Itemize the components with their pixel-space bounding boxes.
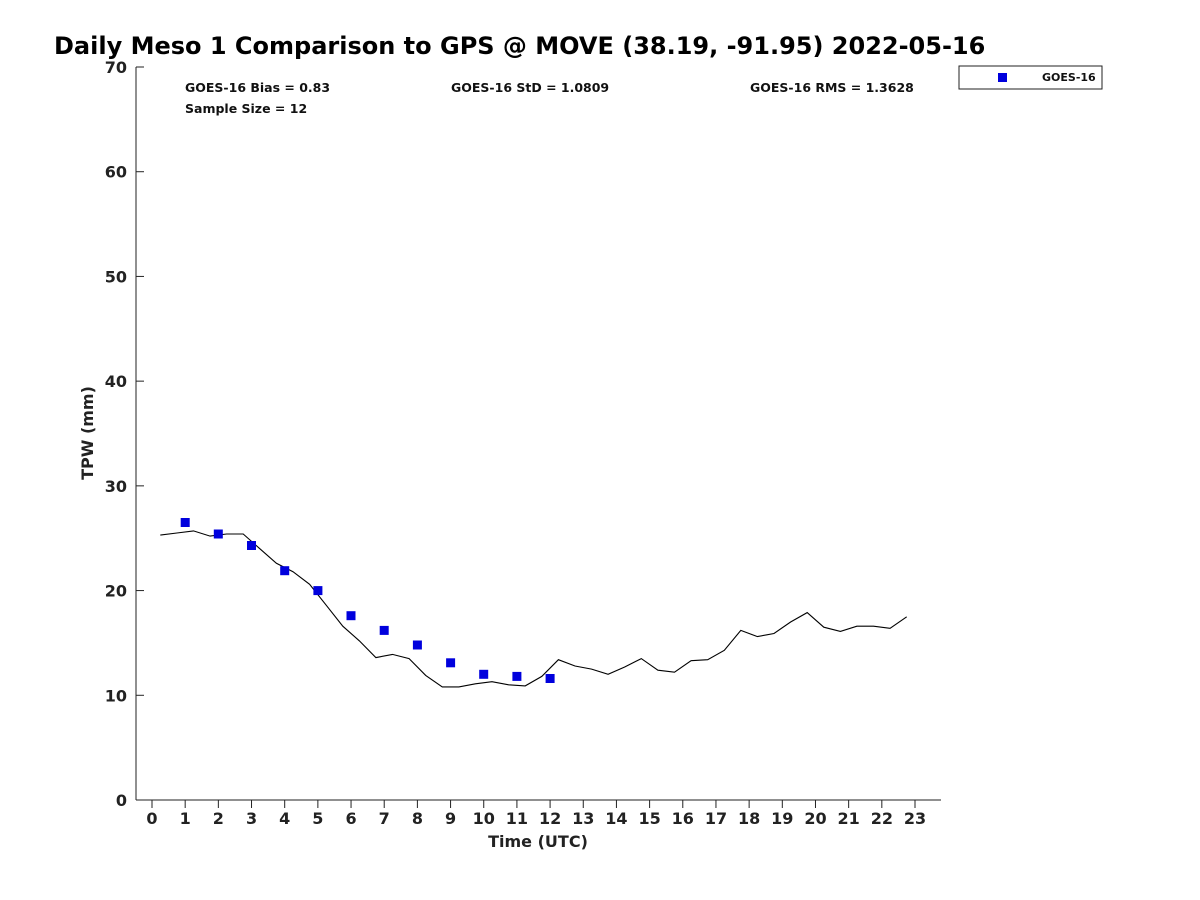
- x-tick-label: 14: [605, 809, 627, 828]
- goes16-point: [512, 671, 522, 681]
- goes16-point: [247, 541, 256, 550]
- goes16-point: [379, 625, 389, 635]
- x-tick-label: 3: [246, 809, 257, 828]
- axes: [135, 67, 941, 801]
- goes16-point: [412, 640, 422, 650]
- x-tick-label: 15: [638, 809, 660, 828]
- stat-bias: GOES-16 Bias = 0.83: [185, 80, 330, 95]
- stat-rms: GOES-16 RMS = 1.3628: [750, 80, 914, 95]
- x-tick-label: 11: [506, 809, 528, 828]
- y-tick-label: 30: [105, 477, 127, 496]
- x-ticks: 0 1 2 3 4 5 6 7 8 9 10 11 12 13 14 15 16 17 18 19 20 21 22 23: [146, 800, 926, 828]
- x-tick-label: 5: [312, 809, 323, 828]
- y-tick-label: 60: [105, 163, 127, 182]
- x-tick-label: 18: [738, 809, 760, 828]
- goes16-point: [545, 674, 555, 683]
- y-tick-label: 10: [105, 686, 127, 705]
- stats-annotations: GOES-16 Bias = 0.83 Sample Size = 12 GOE…: [185, 80, 914, 116]
- goes16-point: [313, 586, 323, 596]
- y-axis-label: TPW (mm): [78, 386, 97, 480]
- x-tick-label: 19: [771, 809, 793, 828]
- y-ticks: 0 10 20 30 40 50 60 70: [105, 58, 144, 810]
- goes16-point: [213, 529, 223, 539]
- legend: GOES-16: [958, 65, 1103, 90]
- x-tick-label: 4: [279, 809, 290, 828]
- x-tick-label: 10: [473, 809, 495, 828]
- goes16-point: [479, 669, 489, 679]
- y-tick-label: 40: [105, 372, 127, 391]
- legend-marker-goes16: [998, 73, 1007, 82]
- x-tick-label: 20: [804, 809, 826, 828]
- x-tick-label: 1: [180, 809, 191, 828]
- goes16-point: [280, 566, 290, 576]
- y-tick-label: 0: [116, 791, 127, 810]
- y-tick-label: 70: [105, 58, 127, 77]
- x-tick-label: 6: [345, 809, 356, 828]
- x-tick-label: 9: [445, 809, 456, 828]
- x-tick-label: 8: [412, 809, 423, 828]
- x-tick-label: 21: [838, 809, 860, 828]
- y-tick-label: 20: [105, 582, 127, 601]
- stat-sample-size: Sample Size = 12: [185, 101, 307, 116]
- x-tick-label: 16: [672, 809, 694, 828]
- x-tick-label: 2: [213, 809, 224, 828]
- chart-title: Daily Meso 1 Comparison to GPS @ MOVE (3…: [54, 32, 985, 60]
- x-tick-label: 12: [539, 809, 561, 828]
- legend-box: [958, 65, 1103, 90]
- goes16-scatter-series: [180, 518, 555, 683]
- goes16-point: [180, 518, 190, 527]
- x-tick-label: 0: [146, 809, 157, 828]
- stat-std: GOES-16 StD = 1.0809: [451, 80, 609, 95]
- x-tick-label: 17: [705, 809, 727, 828]
- x-tick-label: 23: [904, 809, 926, 828]
- x-tick-label: 13: [572, 809, 594, 828]
- y-tick-label: 50: [105, 267, 127, 286]
- legend-label-goes16: GOES-16: [1042, 71, 1096, 84]
- x-tick-label: 22: [871, 809, 893, 828]
- goes16-point: [346, 611, 356, 621]
- goes16-point: [446, 658, 456, 668]
- x-tick-label: 7: [379, 809, 390, 828]
- x-axis-label: Time (UTC): [488, 832, 588, 851]
